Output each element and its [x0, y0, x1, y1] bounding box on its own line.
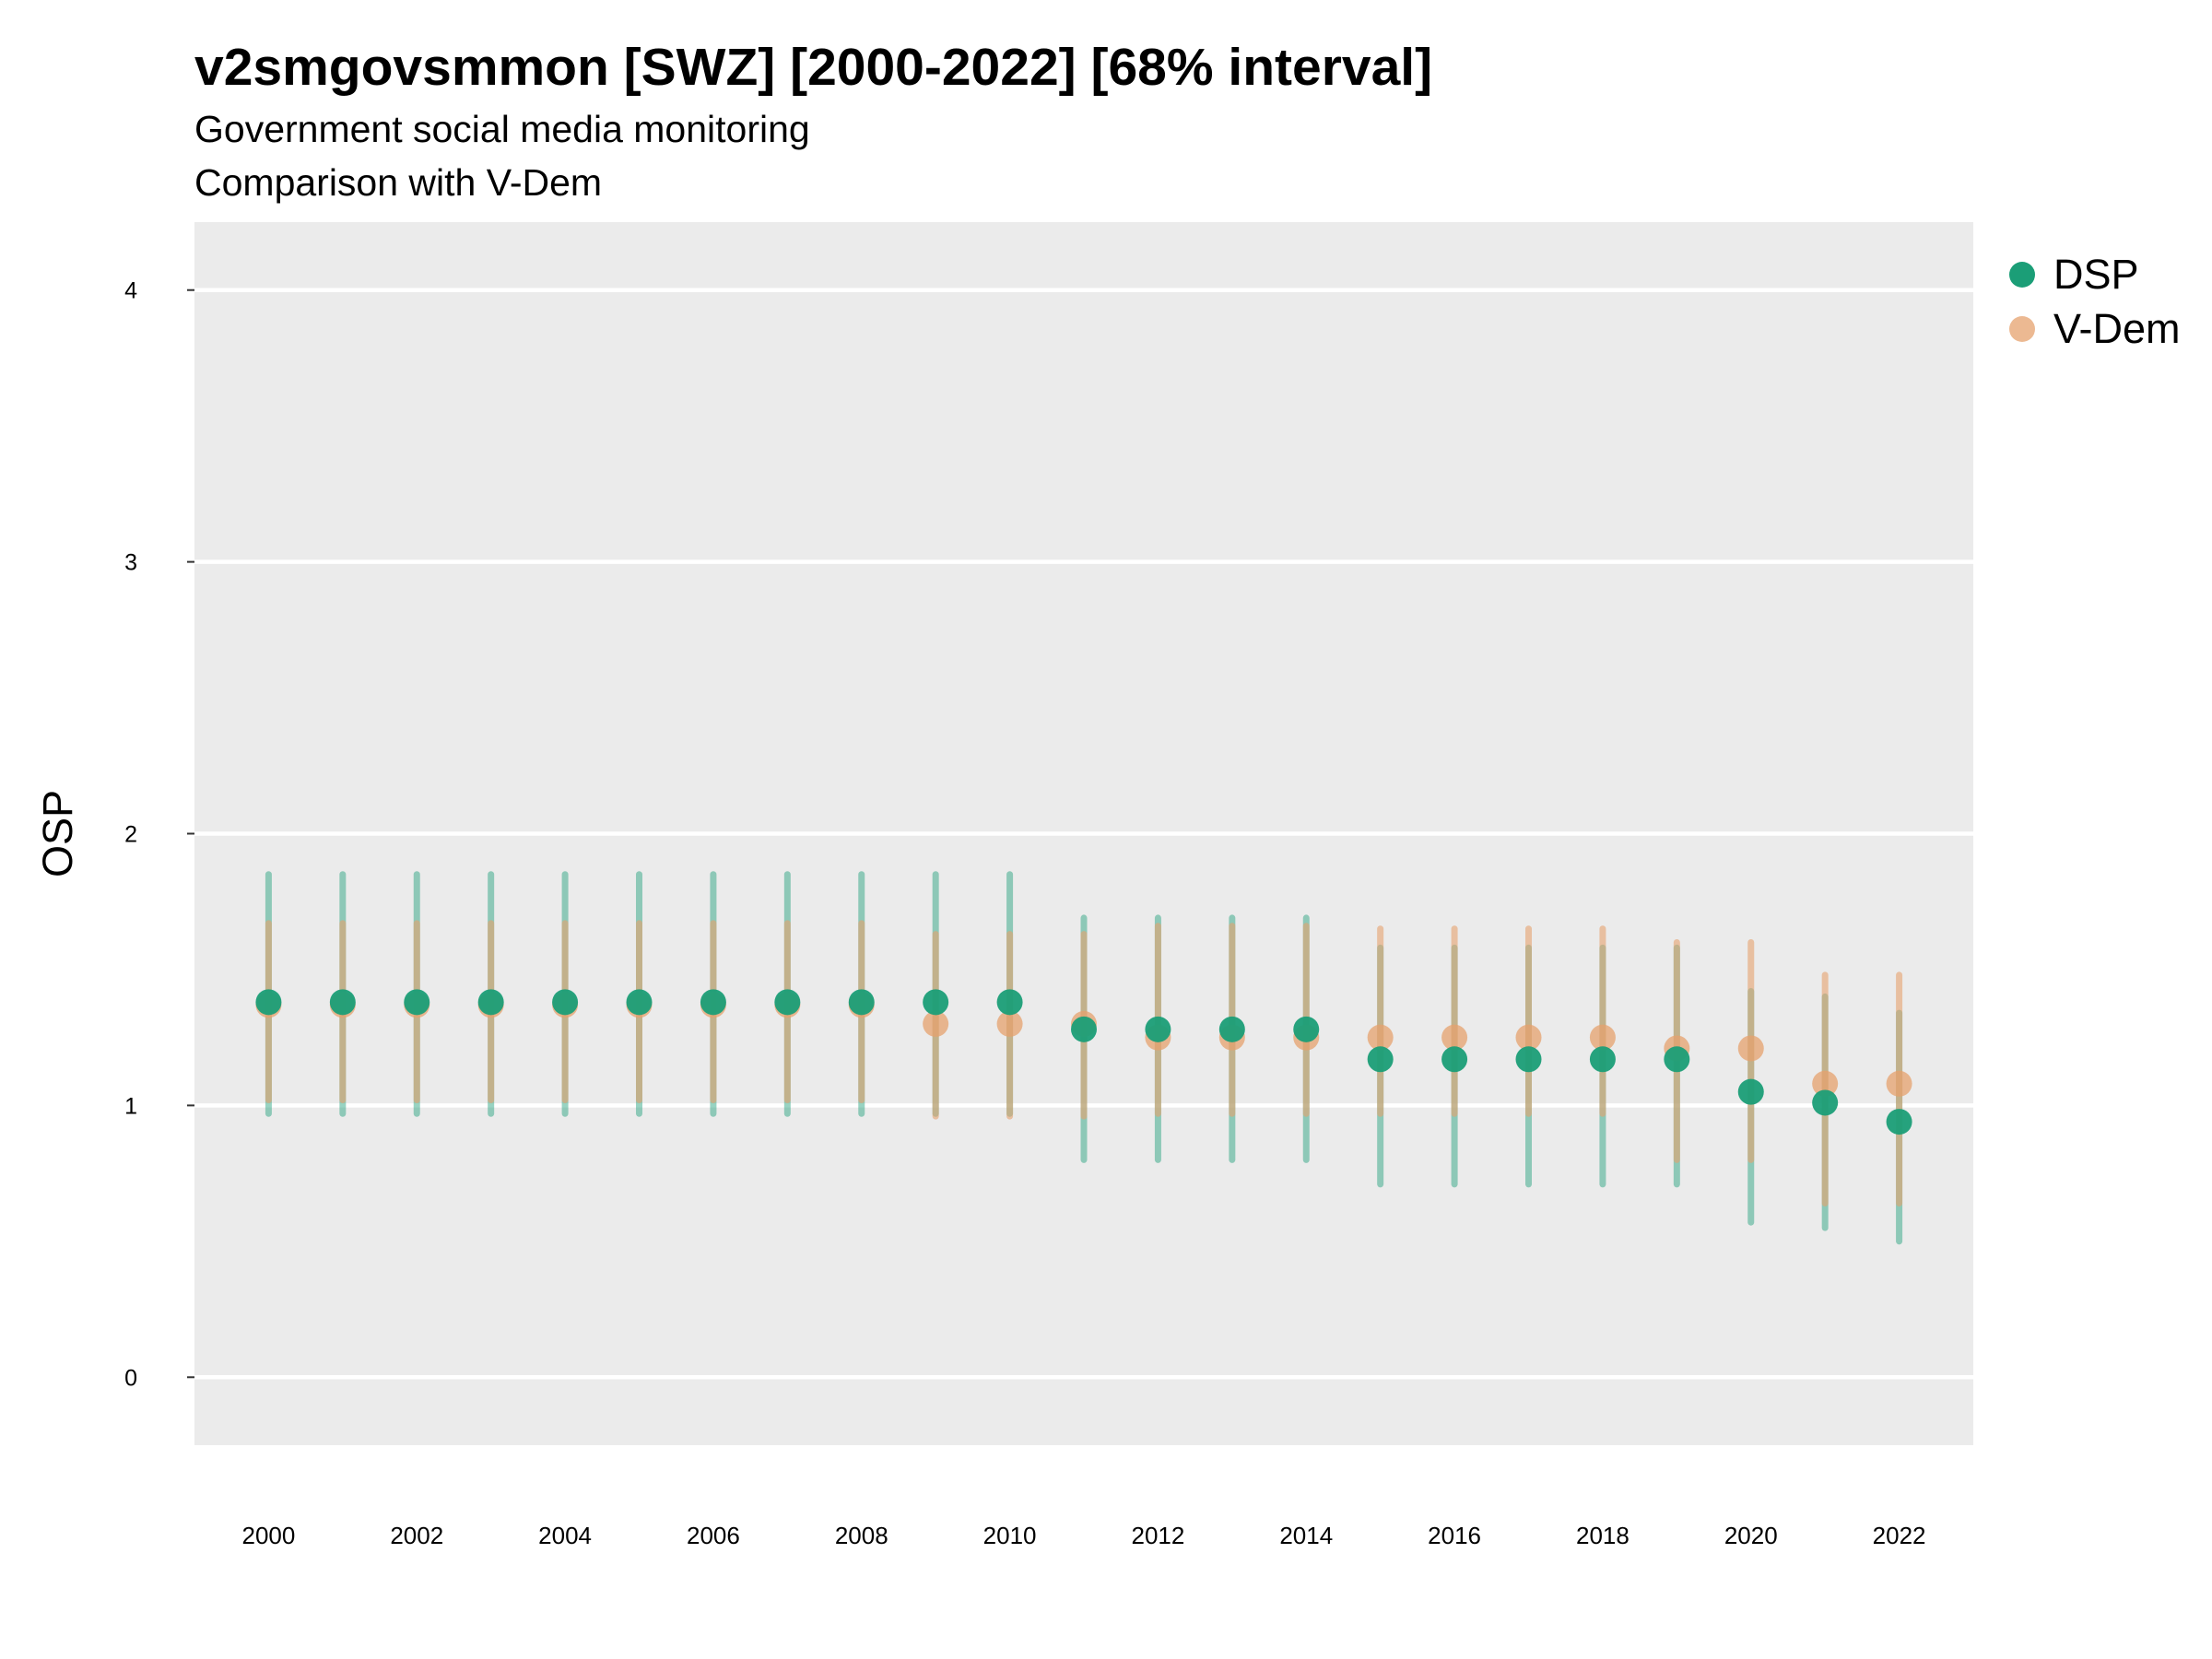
y-axis-label: OSP — [34, 790, 81, 877]
dsp-point-2005 — [626, 989, 653, 1016]
dsp-point-2022 — [1886, 1109, 1912, 1135]
dsp-point-2015 — [1367, 1046, 1394, 1073]
vdem-point-2021 — [1812, 1070, 1839, 1097]
legend-dot-vdem — [2009, 315, 2035, 342]
chart-subtitle-comparison: Comparison with V-Dem — [194, 161, 603, 204]
vdem-point-2010 — [996, 1010, 1023, 1037]
dsp-point-2002 — [404, 989, 430, 1016]
y-tick-label-3: 3 — [124, 550, 137, 576]
legend: DSP V-Dem — [2002, 247, 2181, 356]
legend-item-dsp: DSP — [2002, 247, 2181, 301]
x-tick-label-2000: 2000 — [241, 1522, 295, 1549]
x-tick-label-2020: 2020 — [1724, 1522, 1778, 1549]
x-tick-label-2022: 2022 — [1873, 1522, 1926, 1549]
vdem-point-2017 — [1515, 1024, 1542, 1051]
dsp-point-2009 — [923, 989, 949, 1016]
vdem-point-2015 — [1367, 1024, 1394, 1051]
dsp-point-2016 — [1441, 1046, 1468, 1073]
dsp-point-2008 — [848, 989, 875, 1016]
x-tick-label-2012: 2012 — [1131, 1522, 1184, 1549]
dsp-point-2020 — [1737, 1078, 1764, 1105]
dsp-point-2011 — [1071, 1016, 1097, 1042]
y-tick-label-0: 0 — [124, 1365, 137, 1391]
dsp-point-2006 — [700, 989, 726, 1016]
dsp-point-2003 — [477, 989, 504, 1016]
vdem-point-2022 — [1886, 1070, 1912, 1097]
chart-subtitle: Government social media monitoring — [194, 108, 810, 150]
x-tick-label-2016: 2016 — [1428, 1522, 1481, 1549]
x-tick-label-2010: 2010 — [983, 1522, 1037, 1549]
dsp-point-2018 — [1589, 1046, 1616, 1073]
legend-label-dsp: DSP — [2053, 250, 2139, 298]
dsp-point-2019 — [1664, 1046, 1690, 1073]
x-tick-label-2002: 2002 — [390, 1522, 443, 1549]
dsp-point-2014 — [1293, 1016, 1320, 1042]
y-tick-label-1: 1 — [124, 1093, 137, 1119]
vdem-point-2020 — [1737, 1035, 1764, 1062]
x-tick-label-2004: 2004 — [538, 1522, 592, 1549]
dsp-point-2012 — [1145, 1016, 1171, 1042]
y-tick-label-2: 2 — [124, 822, 137, 848]
x-tick-label-2018: 2018 — [1576, 1522, 1630, 1549]
dsp-point-2007 — [774, 989, 801, 1016]
dsp-point-2017 — [1515, 1046, 1542, 1073]
legend-label-vdem: V-Dem — [2053, 304, 2181, 352]
x-tick-label-2014: 2014 — [1279, 1522, 1333, 1549]
legend-item-vdem: V-Dem — [2002, 301, 2181, 356]
dsp-point-2013 — [1218, 1016, 1245, 1042]
x-tick-label-2008: 2008 — [835, 1522, 888, 1549]
dsp-point-2001 — [329, 989, 356, 1016]
legend-dot-dsp — [2009, 261, 2035, 288]
vdem-point-2009 — [923, 1010, 949, 1037]
chart-title: v2smgovsmmon [SWZ] [2000-2022] [68% inte… — [194, 38, 1433, 97]
dsp-point-2021 — [1812, 1089, 1839, 1116]
dsp-point-2000 — [255, 989, 282, 1016]
dsp-point-2010 — [996, 989, 1023, 1016]
x-tick-label-2006: 2006 — [687, 1522, 740, 1549]
y-tick-label-4: 4 — [124, 278, 137, 304]
vdem-point-2018 — [1589, 1024, 1616, 1051]
vdem-point-2016 — [1441, 1024, 1468, 1051]
dsp-point-2004 — [552, 989, 579, 1016]
